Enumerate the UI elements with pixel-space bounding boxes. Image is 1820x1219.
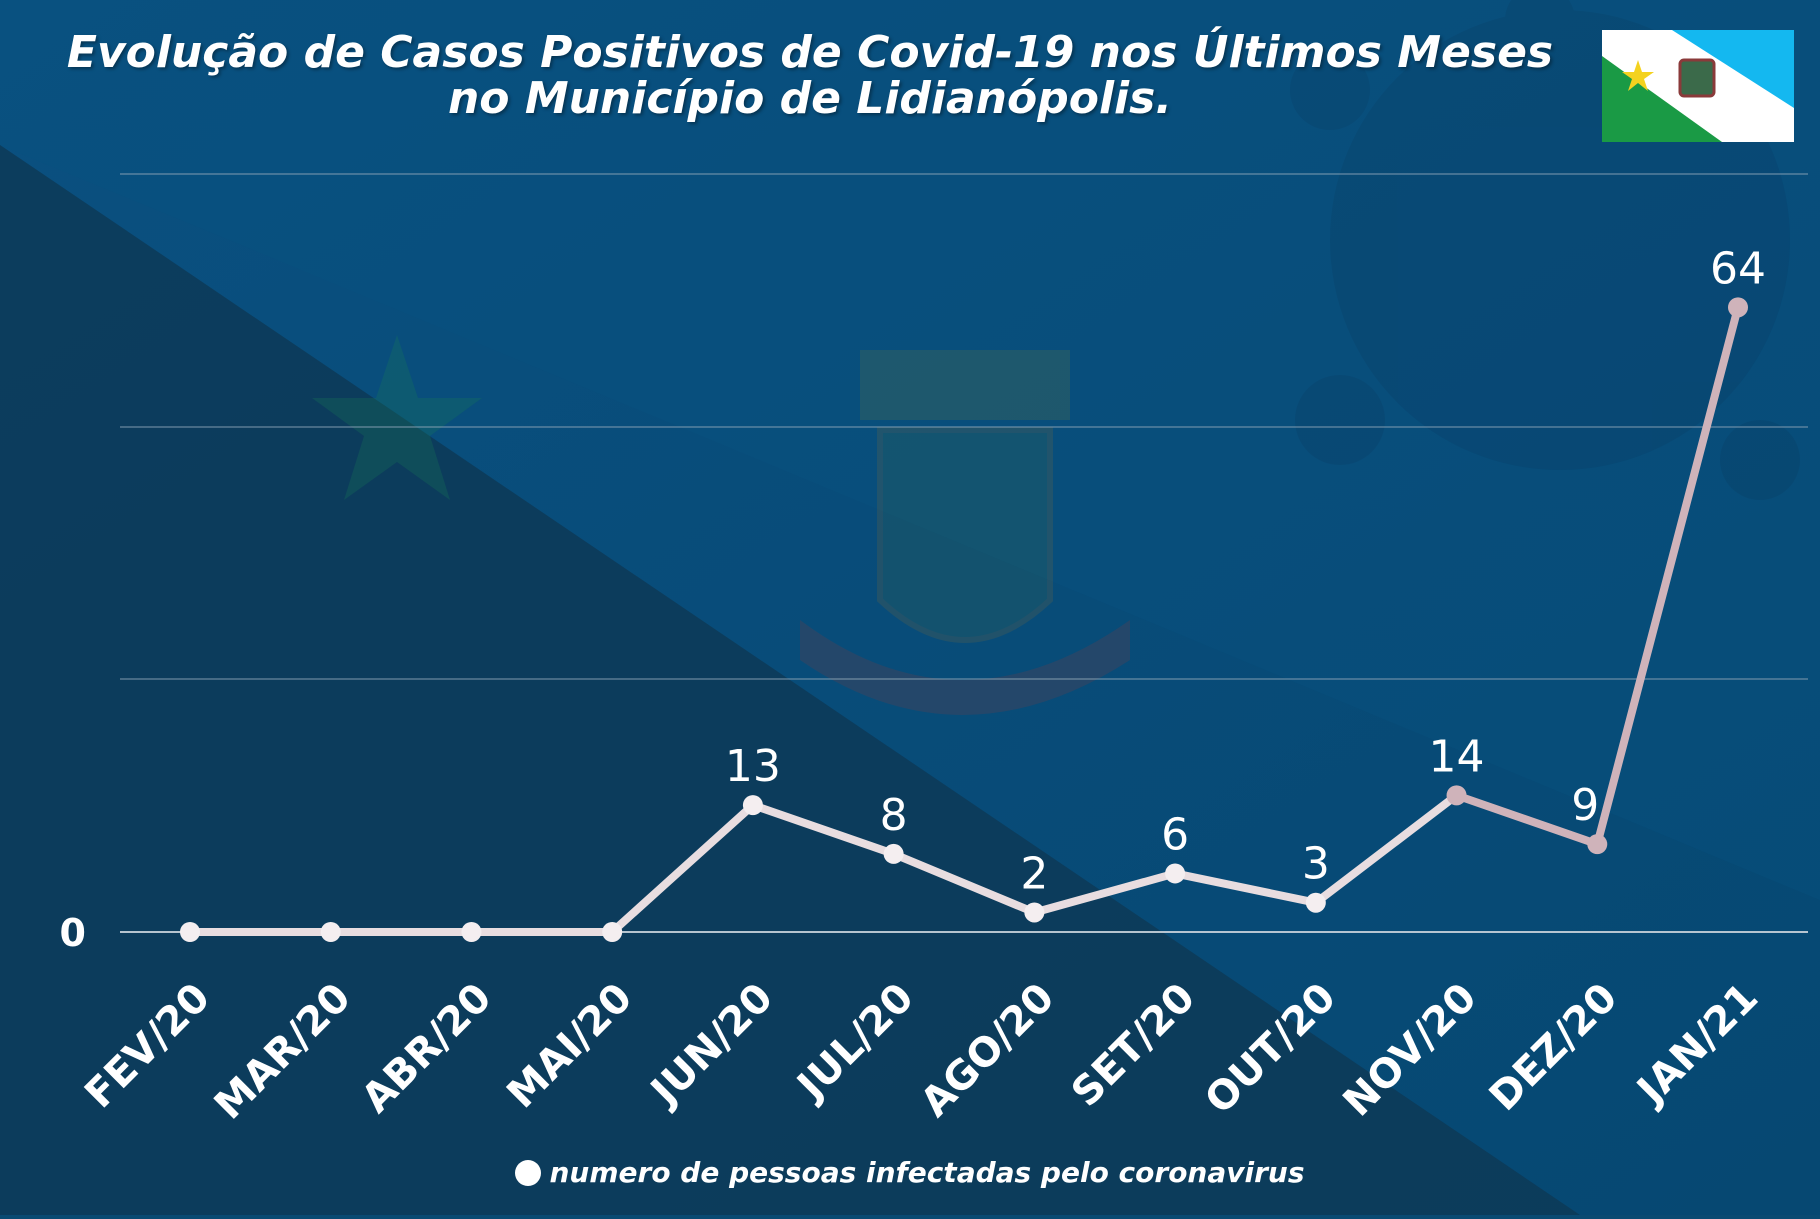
grid bbox=[120, 173, 1808, 933]
x-tick-label: NOV/20 bbox=[1335, 975, 1486, 1126]
chart-title-line-2: no Município de Lidianópolis. bbox=[447, 73, 1173, 124]
legend: numero de pessoas infectadas pelo corona… bbox=[0, 1156, 1820, 1189]
series-line-segment bbox=[1171, 869, 1320, 907]
legend-marker bbox=[515, 1160, 542, 1186]
x-tick-label: OUT/20 bbox=[1196, 975, 1345, 1124]
data-labels: 13 8 2 6 3 14 9 64 bbox=[725, 243, 1766, 899]
data-point bbox=[883, 843, 904, 864]
data-label: 14 bbox=[1429, 731, 1485, 782]
data-point bbox=[1024, 902, 1045, 923]
data-point bbox=[1446, 785, 1467, 806]
series bbox=[180, 297, 1748, 942]
data-point bbox=[461, 922, 482, 942]
flag-icon bbox=[1602, 30, 1794, 142]
data-label: 2 bbox=[1020, 848, 1048, 899]
data-point bbox=[1165, 863, 1186, 884]
y-tick-label: 0 bbox=[60, 911, 86, 955]
series-line-segment bbox=[1311, 791, 1461, 907]
data-point bbox=[1587, 834, 1608, 855]
star-icon bbox=[312, 335, 482, 500]
coat-of-arms-icon bbox=[800, 350, 1130, 715]
series-line-segment bbox=[748, 801, 898, 858]
data-point bbox=[1305, 892, 1326, 913]
series-line-segment bbox=[1593, 303, 1742, 849]
chart-title-line-1: Evolução de Casos Positivos de Covid-19 … bbox=[66, 27, 1554, 78]
x-tick-label: JUN/20 bbox=[640, 975, 782, 1117]
legend-label: numero de pessoas infectadas pelo corona… bbox=[549, 1156, 1305, 1189]
y-axis-ticks: 0 bbox=[60, 911, 86, 955]
series-line-segment bbox=[1030, 869, 1180, 917]
x-tick-label: DEZ/20 bbox=[1481, 975, 1627, 1121]
data-label: 9 bbox=[1571, 780, 1599, 831]
series-line-segment bbox=[889, 849, 1039, 917]
x-tick-label: ABR/20 bbox=[353, 975, 500, 1122]
data-label: 8 bbox=[880, 790, 908, 841]
x-tick-label: AGO/20 bbox=[912, 975, 1063, 1126]
data-label: 64 bbox=[1710, 243, 1766, 294]
x-tick-label: JAN/21 bbox=[1627, 975, 1767, 1115]
series-line-segment bbox=[608, 801, 757, 936]
x-tick-label: JUL/20 bbox=[787, 975, 923, 1111]
x-tick-label: MAR/20 bbox=[206, 975, 360, 1129]
data-point bbox=[320, 922, 341, 942]
data-point bbox=[1728, 297, 1748, 318]
x-tick-label: MAI/20 bbox=[498, 975, 641, 1118]
x-tick-label: FEV/20 bbox=[76, 975, 219, 1118]
data-point bbox=[180, 922, 200, 942]
data-label: 6 bbox=[1161, 809, 1189, 860]
x-tick-label: SET/20 bbox=[1063, 975, 1204, 1116]
data-point bbox=[602, 922, 623, 942]
data-label: 3 bbox=[1302, 839, 1330, 890]
series-line-segment bbox=[1452, 791, 1602, 849]
data-label: 13 bbox=[725, 741, 781, 792]
data-point bbox=[742, 795, 763, 816]
